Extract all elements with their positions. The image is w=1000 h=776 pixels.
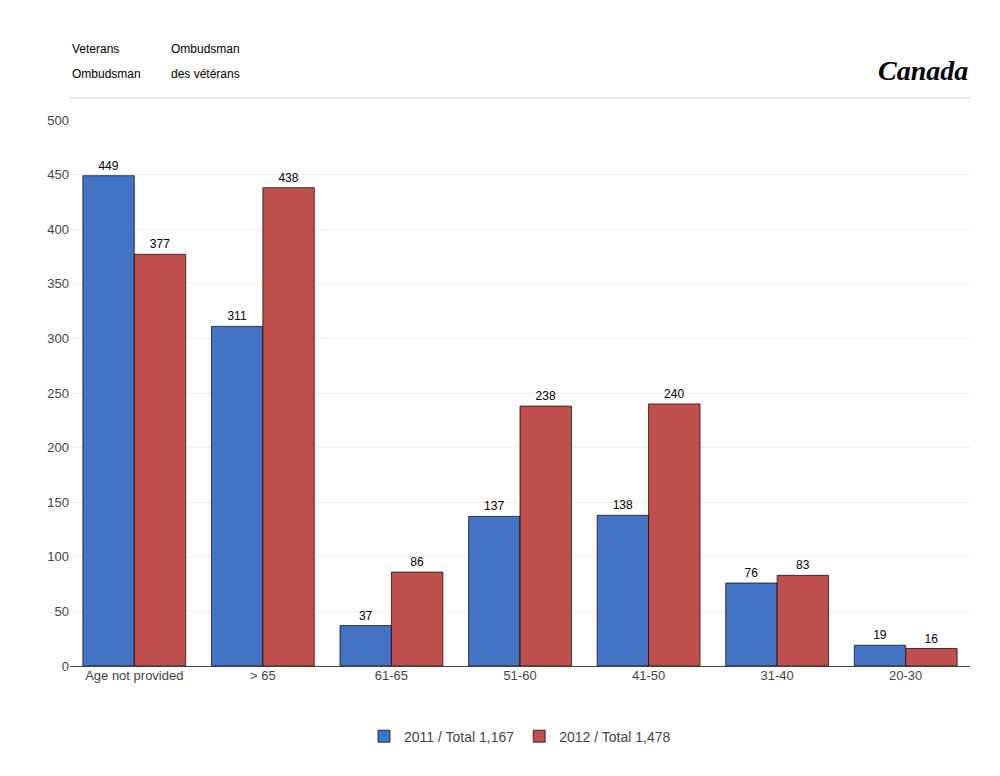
svg-text:83: 83 xyxy=(796,558,810,572)
svg-text:51-60: 51-60 xyxy=(503,668,536,683)
svg-text:311: 311 xyxy=(227,309,246,323)
svg-text:400: 400 xyxy=(47,222,69,237)
svg-text:19: 19 xyxy=(873,628,887,642)
svg-text:137: 137 xyxy=(484,499,504,513)
svg-text:Ombudsman: Ombudsman xyxy=(72,67,141,81)
svg-text:240: 240 xyxy=(664,387,684,401)
svg-text:0: 0 xyxy=(62,659,69,674)
svg-text:41-50: 41-50 xyxy=(632,668,665,683)
svg-text:300: 300 xyxy=(47,331,69,346)
svg-text:Canada: Canada xyxy=(878,55,968,86)
svg-text:86: 86 xyxy=(410,555,424,569)
svg-text:Ombudsman: Ombudsman xyxy=(171,42,240,56)
svg-text:138: 138 xyxy=(613,498,633,512)
svg-text:des vétérans: des vétérans xyxy=(171,67,240,81)
svg-text:150: 150 xyxy=(47,495,69,510)
svg-text:438: 438 xyxy=(278,171,298,185)
svg-text:31-40: 31-40 xyxy=(761,668,794,683)
svg-text:> 65: > 65 xyxy=(250,668,276,683)
svg-text:200: 200 xyxy=(47,440,69,455)
svg-text:500: 500 xyxy=(47,113,69,128)
svg-text:449: 449 xyxy=(98,159,118,173)
svg-text:Age not provided: Age not provided xyxy=(85,668,183,683)
svg-text:61-65: 61-65 xyxy=(375,668,408,683)
svg-text:450: 450 xyxy=(47,167,69,182)
svg-text:76: 76 xyxy=(745,566,759,580)
svg-text:16: 16 xyxy=(925,632,939,646)
svg-text:20-30: 20-30 xyxy=(889,668,922,683)
svg-text:238: 238 xyxy=(536,389,556,403)
svg-text:37: 37 xyxy=(359,609,373,623)
svg-text:377: 377 xyxy=(150,237,170,251)
svg-text:250: 250 xyxy=(47,386,69,401)
svg-text:Veterans: Veterans xyxy=(72,42,119,56)
svg-text:2011 / Total 1,167: 2011 / Total 1,167 xyxy=(404,729,514,745)
svg-text:100: 100 xyxy=(47,549,69,564)
svg-text:350: 350 xyxy=(47,276,69,291)
svg-text:2012 / Total 1,478: 2012 / Total 1,478 xyxy=(559,729,670,745)
svg-text:50: 50 xyxy=(55,604,69,619)
